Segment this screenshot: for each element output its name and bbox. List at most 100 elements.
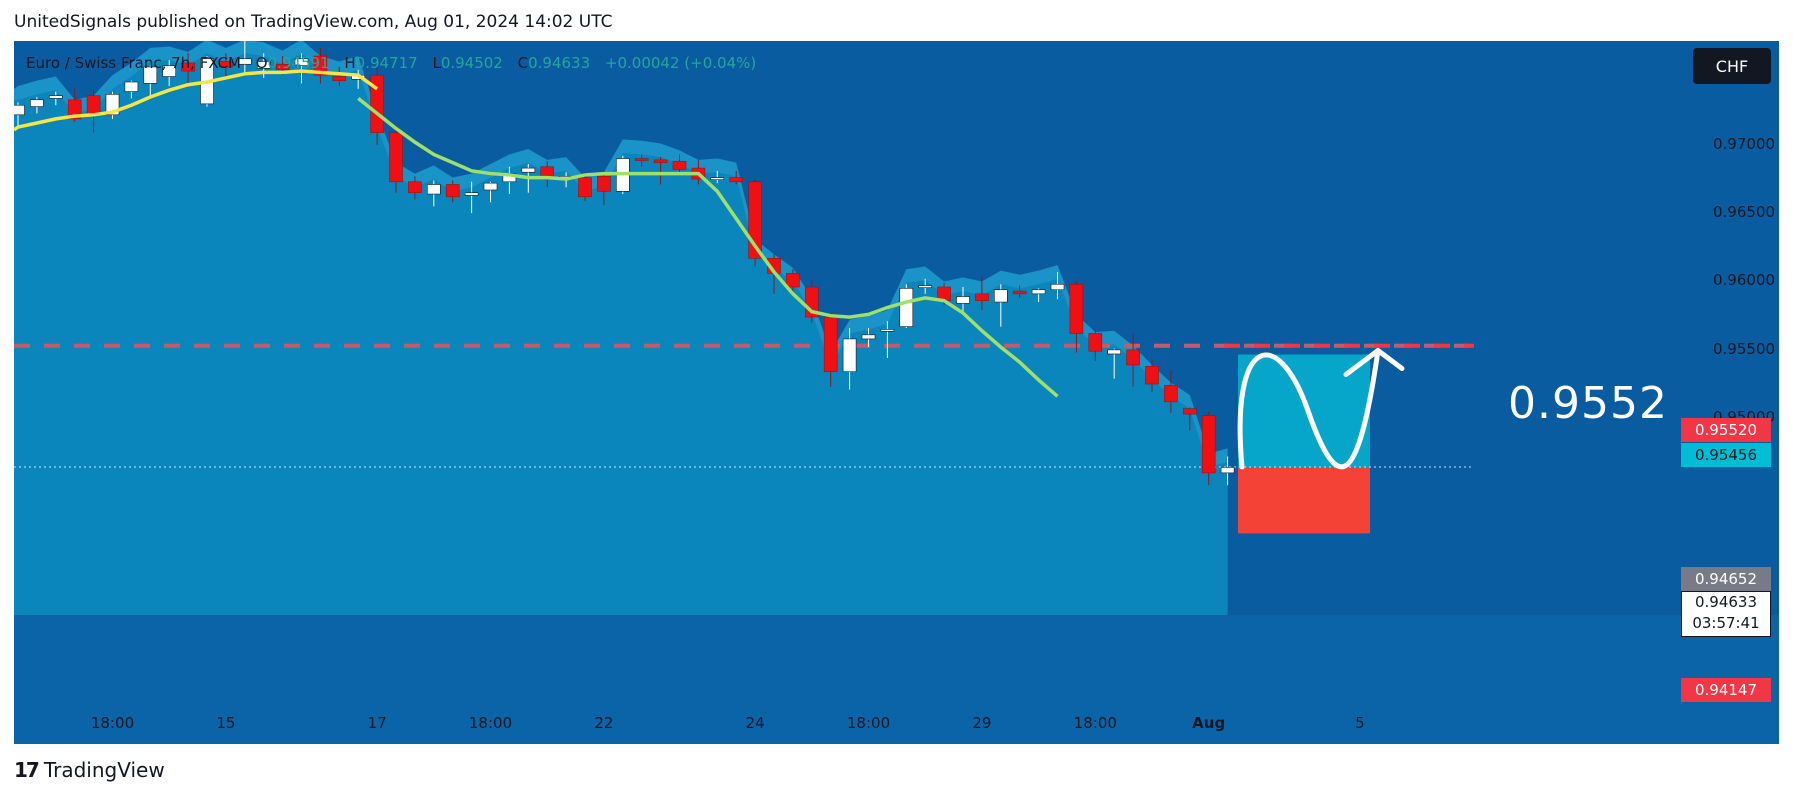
candle-body [1220, 467, 1235, 474]
candle-body [332, 76, 347, 81]
candle-body [993, 289, 1008, 303]
candle-body [1069, 283, 1084, 334]
candle-body [578, 177, 592, 198]
candle-body [521, 167, 536, 173]
candle-body [1145, 365, 1159, 385]
candle-body [1031, 289, 1046, 295]
candle-body [162, 65, 176, 77]
x-tick-label: 17 [367, 714, 387, 732]
y-tick-label: 0.97000 [1713, 134, 1776, 153]
candle-body [445, 184, 460, 198]
y-tick-label: 0.96500 [1713, 202, 1776, 221]
candle-body [219, 61, 233, 68]
candle-body [256, 61, 271, 69]
publisher-line: UnitedSignals published on TradingView.c… [14, 12, 613, 32]
open-label: O [255, 54, 268, 72]
candle-body [48, 95, 63, 99]
candle-body [786, 273, 800, 288]
candle-body [597, 176, 611, 192]
x-tick-label: 22 [594, 714, 614, 732]
candle-body [861, 334, 876, 340]
candle-body [634, 158, 649, 161]
candle-body [275, 63, 290, 71]
candle-body [1126, 349, 1140, 366]
bar-countdown: 03:57:41 [1692, 614, 1760, 632]
close-label: C [517, 54, 529, 72]
candle-body [294, 58, 309, 66]
target-price-label: 0.95520 [1681, 418, 1771, 442]
candle-body [30, 99, 44, 107]
high-value: 0.94717 [355, 54, 418, 72]
ema-yellow-line [14, 69, 379, 132]
currency-button[interactable]: CHF [1693, 48, 1771, 84]
stop-price-label: 0.94147 [1681, 678, 1771, 702]
tradingview-logo[interactable]: 17 TradingView [14, 758, 165, 782]
candle-body [975, 293, 989, 301]
ema-price-label: 0.95456 [1681, 443, 1771, 467]
candle-body [1201, 415, 1216, 474]
ema-green-line [357, 97, 1059, 398]
candle-body [1050, 283, 1065, 291]
candle-body [426, 184, 441, 195]
candle-body [710, 177, 725, 180]
prev-price-label: 0.94652 [1681, 567, 1771, 591]
candle-body [823, 316, 838, 373]
candle-body [1164, 385, 1178, 403]
last-price-label: 0.94633 03:57:41 [1681, 591, 1771, 637]
x-tick-label: 24 [745, 714, 765, 732]
candle-body [313, 55, 328, 76]
x-tick-label: 29 [972, 714, 992, 732]
low-value: 0.94502 [440, 54, 503, 72]
ohlc-legend: Euro / Swiss Franc, 7h, FXCM O0.94591 H0… [26, 54, 756, 72]
candle-body [842, 338, 857, 373]
loss-zone [1238, 466, 1370, 534]
candle-body [464, 192, 479, 196]
candle-body [143, 66, 158, 84]
x-tick-label: Aug [1192, 714, 1226, 732]
candle-body [238, 58, 252, 65]
x-tick-label: 18:00 [468, 714, 513, 732]
candle-body [14, 104, 25, 116]
candle-body [880, 329, 895, 332]
candle-body [899, 288, 914, 327]
candle-body [181, 62, 195, 72]
candle-body [672, 160, 687, 170]
chart-panel[interactable] [14, 41, 1779, 744]
tradingview-logo-text: TradingView [43, 758, 165, 782]
projection-curve [1237, 348, 1381, 470]
candle-body [67, 99, 82, 120]
candle-body [408, 181, 422, 193]
change-value: +0.00042 (+0.04%) [604, 54, 757, 72]
candle-body [389, 132, 403, 183]
low-label: L [432, 54, 441, 72]
candle-body [1107, 349, 1121, 355]
candle-body [918, 285, 933, 288]
candle-body [86, 95, 101, 116]
candle-body [1088, 333, 1103, 352]
symbol-title[interactable]: Euro / Swiss Franc, 7h, FXCM [26, 54, 241, 72]
x-tick-label: 5 [1355, 714, 1365, 732]
last-price-value: 0.94633 [1694, 593, 1758, 611]
x-tick-label: 18:00 [1073, 714, 1117, 732]
time-axis-background [14, 615, 1779, 744]
candle-body [653, 159, 668, 163]
y-tick-label: 0.96000 [1713, 271, 1776, 290]
target-annotation: 0.9552 [1508, 378, 1668, 429]
x-tick-label: 18:00 [90, 714, 135, 732]
x-tick-label: 18:00 [846, 714, 891, 732]
close-value: 0.94633 [528, 54, 591, 72]
candle-body [124, 81, 139, 92]
candle-body [483, 182, 498, 191]
y-tick-label: 0.95500 [1713, 339, 1776, 358]
tradingview-logo-icon: 17 [14, 758, 40, 782]
candle-body [729, 177, 744, 183]
candle-body [956, 296, 970, 304]
x-tick-label: 15 [216, 714, 236, 732]
chart-canvas[interactable] [14, 41, 1779, 744]
projection-arrowhead [1343, 348, 1405, 378]
candle-body [1012, 290, 1027, 295]
price-area [14, 53, 1228, 616]
open-value: 0.94591 [267, 54, 330, 72]
high-label: H [344, 54, 356, 72]
candle-body [1183, 408, 1197, 415]
